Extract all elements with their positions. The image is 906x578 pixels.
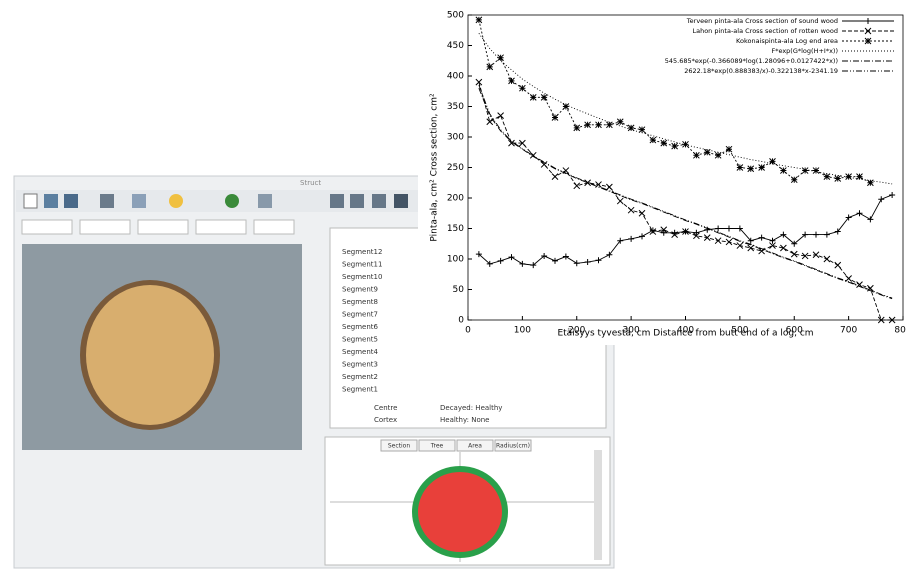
- detail-cell: Decayed: Healthy: [440, 404, 502, 412]
- detail-cell: Healthy: None: [440, 416, 489, 424]
- data-point: [672, 143, 678, 149]
- detail-cell: Cortex: [374, 416, 397, 424]
- tree-item: Segment6: [342, 323, 379, 331]
- y-tick-label: 350: [447, 102, 464, 112]
- x-tick-label: 100: [514, 326, 531, 336]
- tree-item: Segment3: [342, 361, 378, 369]
- y-tick-label: 500: [447, 11, 464, 21]
- tab-label: Area: [468, 443, 482, 450]
- data-point: [846, 174, 852, 180]
- data-point: [726, 146, 732, 152]
- tree-item: Segment4: [342, 348, 379, 356]
- data-point: [737, 165, 743, 171]
- data-point: [596, 122, 602, 128]
- data-point: [650, 137, 656, 143]
- data-point: [791, 177, 797, 183]
- tab-label: Tree: [430, 443, 444, 450]
- data-point: [617, 119, 623, 125]
- tree-item: Segment5: [342, 336, 378, 344]
- data-point: [552, 114, 558, 120]
- legend-marker: [865, 38, 871, 44]
- legend-label: Kokonaispinta-ala Log end area: [736, 37, 838, 45]
- legend-label: F*exp(G*log(H+I*x)): [771, 47, 838, 55]
- data-point: [585, 122, 591, 128]
- tree-item: Segment11: [342, 261, 382, 269]
- tab-label: Section: [388, 443, 410, 450]
- y-tick-label: 200: [447, 194, 464, 204]
- tree-item: Segment12: [342, 248, 382, 256]
- y-tick-label: 150: [447, 224, 464, 234]
- data-point: [683, 141, 689, 147]
- data-point: [476, 17, 482, 23]
- data-point: [780, 168, 786, 174]
- section-core: [418, 472, 502, 552]
- y-tick-label: 400: [447, 72, 464, 82]
- y-axis-label: Pinta-ala, cm² Cross section, cm²: [430, 93, 440, 242]
- data-point: [661, 140, 667, 146]
- legend-label: Lahon pinta-ala Cross section of rotten …: [692, 27, 838, 35]
- data-point: [574, 125, 580, 131]
- tree-item: Segment10: [342, 273, 382, 281]
- tree-item: Segment9: [342, 286, 378, 294]
- data-point: [813, 168, 819, 174]
- data-point: [606, 122, 612, 128]
- x-tick-label: 700: [840, 326, 857, 336]
- legend-label: 545.685*exp(-0.366089*log(1.28096+0.0127…: [665, 57, 838, 65]
- data-point: [693, 152, 699, 158]
- data-point: [509, 78, 515, 84]
- log-wood: [86, 285, 214, 425]
- y-tick-label: 450: [447, 41, 464, 51]
- y-tick-label: 50: [453, 285, 465, 295]
- tree-item: Segment2: [342, 373, 378, 381]
- legend-label: 2622.18*exp(0.888383/x)-0.322138*x-2341.…: [684, 67, 838, 75]
- legend-label: Terveen pinta-ala Cross section of sound…: [686, 17, 838, 25]
- y-tick-label: 300: [447, 133, 464, 143]
- tree-item: Segment7: [342, 311, 378, 319]
- detail-cell: Centre: [374, 404, 397, 412]
- data-point: [748, 166, 754, 172]
- data-point: [519, 85, 525, 91]
- data-point: [498, 55, 504, 61]
- tree-item: Segment1: [342, 386, 378, 394]
- window-title: Struct: [300, 179, 321, 187]
- slider[interactable]: [594, 450, 602, 560]
- x-tick-label: 0: [465, 326, 471, 336]
- data-point: [487, 64, 493, 70]
- x-axis-label: Etäisyys tyvestä, cm Distance from butt …: [557, 329, 813, 339]
- data-point: [759, 165, 765, 171]
- data-point: [802, 168, 808, 174]
- y-tick-label: 250: [447, 163, 464, 173]
- x-tick-label: 800: [894, 326, 906, 336]
- data-point: [835, 175, 841, 181]
- data-point: [824, 174, 830, 180]
- data-point: [530, 94, 536, 100]
- y-tick-label: 100: [447, 255, 464, 265]
- data-point: [715, 152, 721, 158]
- data-point: [563, 104, 569, 110]
- tab-label: Radius(cm): [496, 443, 530, 450]
- data-point: [541, 94, 547, 100]
- page: Struct Segment12Segment11Segment10Segmen…: [0, 0, 906, 574]
- tree-item: Segment8: [342, 298, 378, 306]
- y-tick-label: 0: [458, 316, 464, 326]
